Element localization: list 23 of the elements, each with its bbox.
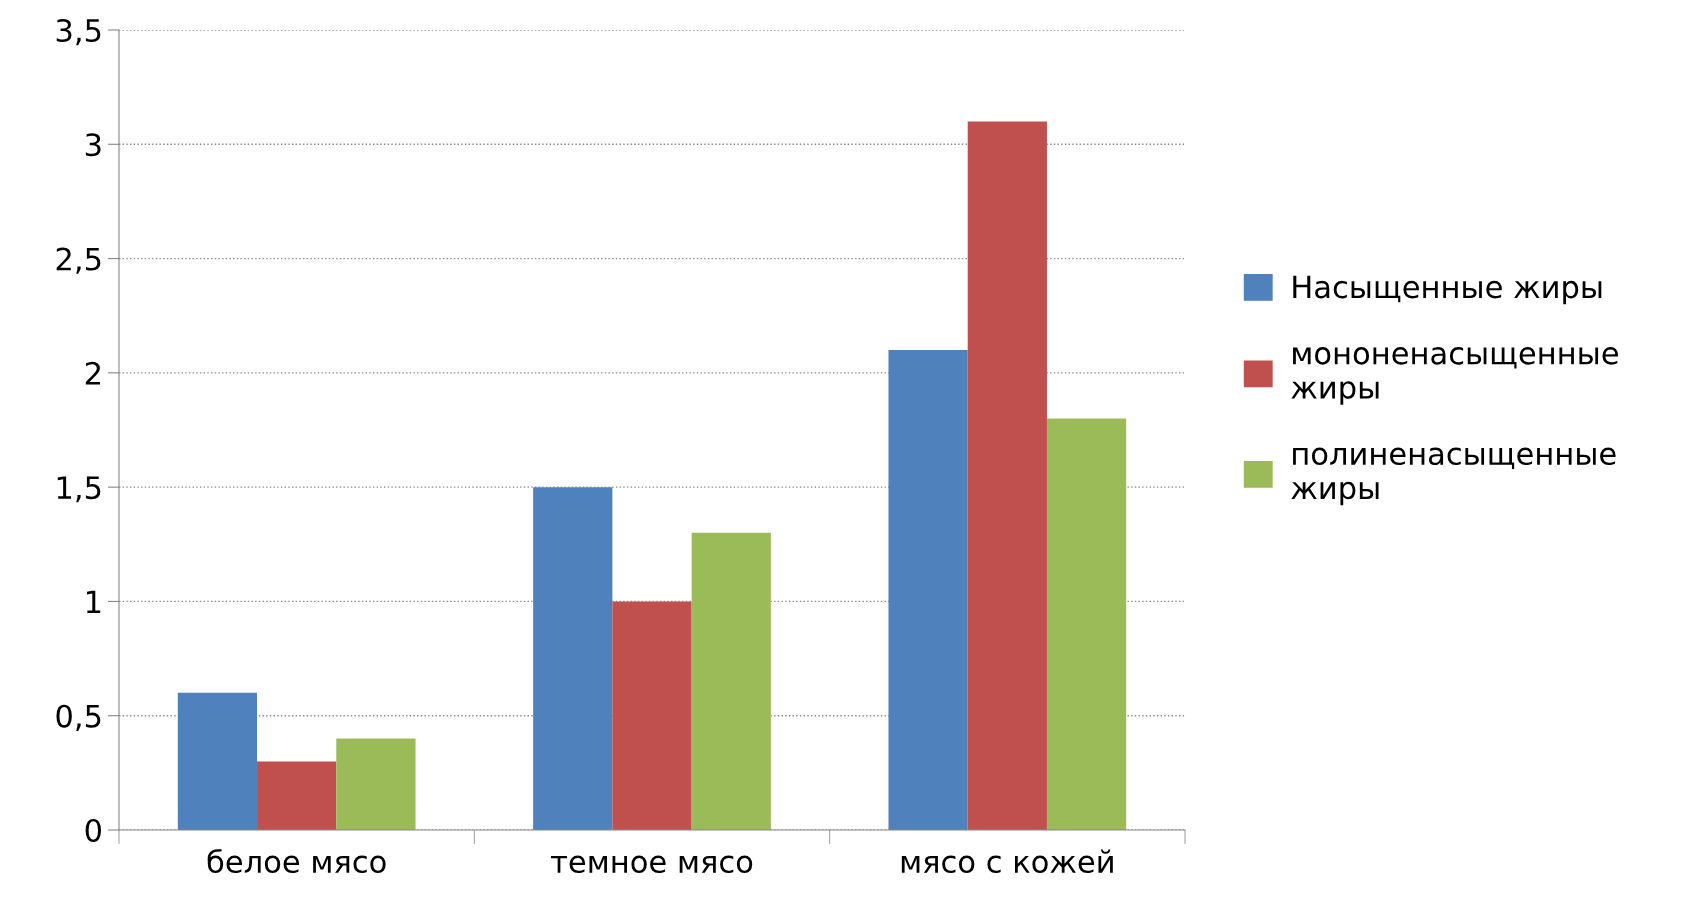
y-tick-label: 2 [85, 361, 100, 385]
bar [967, 121, 1047, 830]
x-tick-label: темное мясо [551, 855, 753, 874]
bar [533, 487, 613, 830]
y-tick-label: 1,5 [57, 476, 101, 503]
bar [691, 532, 771, 830]
x-tick-label: мясо с кожей [901, 849, 1113, 874]
bar [177, 692, 258, 830]
legend-label: Насыщенные жиры [1293, 275, 1602, 305]
bar [257, 761, 337, 830]
bar [336, 738, 416, 830]
y-tick-label: 2,5 [56, 247, 101, 274]
bar [612, 601, 692, 830]
y-tick-label: 3,5 [56, 18, 101, 46]
bar [888, 350, 968, 830]
legend-label: мононенасыщенные жиры [1291, 347, 1618, 405]
y-tick-label: 0 [85, 818, 101, 843]
y-tick-label: 3 [85, 133, 101, 157]
y-tick-label: 1 [86, 590, 101, 614]
bar [1046, 418, 1127, 830]
y-tick-label: 0,5 [56, 704, 101, 731]
x-tick-label: белое мясо [207, 848, 386, 874]
legend-label: полиненасыщенные жиры [1291, 447, 1616, 506]
